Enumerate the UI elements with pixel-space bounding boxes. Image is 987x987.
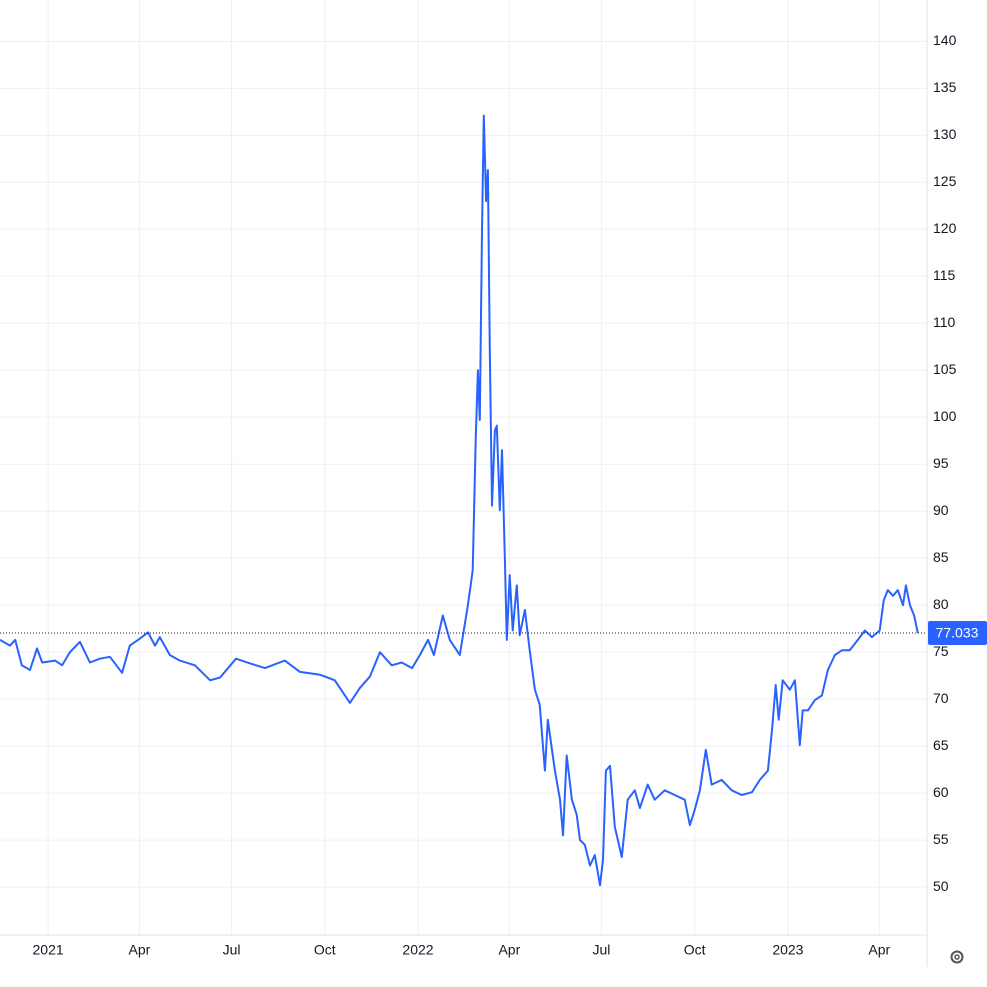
x-tick-label: Jul — [223, 942, 241, 958]
x-tick-label: Jul — [593, 942, 611, 958]
y-tick-label: 140 — [933, 32, 957, 48]
y-tick-label: 60 — [933, 784, 949, 800]
y-tick-label: 65 — [933, 737, 949, 753]
y-tick-label: 70 — [933, 690, 949, 706]
x-tick-label: Apr — [498, 942, 520, 958]
y-tick-label: 90 — [933, 502, 949, 518]
y-tick-label: 135 — [933, 79, 957, 95]
y-tick-label: 105 — [933, 361, 957, 377]
last-value-box — [928, 621, 987, 646]
x-tick-label: 2021 — [33, 942, 64, 958]
x-tick-label: Oct — [314, 942, 336, 958]
x-tick-label: Apr — [868, 942, 890, 958]
y-tick-label: 80 — [933, 596, 949, 612]
y-tick-label: 95 — [933, 455, 949, 471]
gear-hub — [954, 954, 960, 960]
y-tick-label: 85 — [933, 549, 949, 565]
x-tick-label: Apr — [129, 942, 151, 958]
gear-icon[interactable] — [950, 950, 964, 964]
y-tick-label: 115 — [933, 267, 956, 283]
x-tick-label: 2022 — [402, 942, 433, 958]
x-tick-label: 2023 — [772, 942, 803, 958]
gear-ring — [950, 950, 964, 964]
y-tick-label: 125 — [933, 173, 957, 189]
y-tick-label: 50 — [933, 878, 949, 894]
y-tick-label: 55 — [933, 831, 949, 847]
y-tick-label: 120 — [933, 220, 957, 236]
last-value-label: 77.033 — [936, 625, 979, 641]
y-tick-label: 75 — [933, 643, 949, 659]
y-tick-label: 130 — [933, 126, 957, 142]
price-line — [0, 114, 919, 887]
plot: 50 55 60 65 70 75 80 85 90 95 100 105 110 115 120 125 13… — [0, 0, 987, 967]
x-tick-label: Oct — [684, 942, 706, 958]
y-tick-label: 100 — [933, 408, 957, 424]
y-tick-label: 110 — [933, 314, 956, 330]
